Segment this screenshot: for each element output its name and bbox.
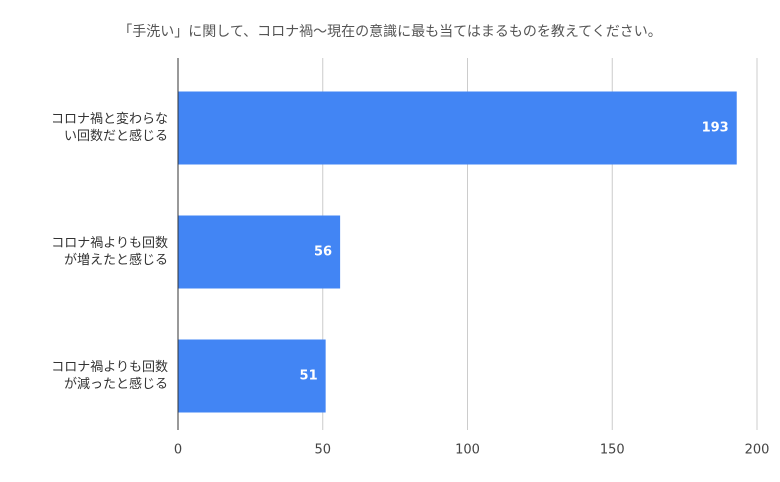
y-tick-label: コロナ禍よりも回数が減ったと感じる [51, 360, 168, 392]
chart-title: 「手洗い」に関して、コロナ禍〜現在の意識に最も当てはまるものを教えてください。 [118, 23, 661, 40]
x-tick-label: 200 [745, 443, 770, 458]
bar [178, 339, 326, 413]
x-tick-label: 50 [314, 443, 331, 458]
y-tick-label: コロナ禍よりも回数が増えたと感じる [51, 236, 168, 268]
x-tick-label: 100 [455, 443, 480, 458]
value-label: 56 [314, 245, 332, 260]
bar [178, 215, 341, 289]
bar [178, 91, 737, 165]
value-label: 51 [300, 369, 318, 384]
x-tick-label: 150 [600, 443, 625, 458]
x-tick-label: 0 [174, 443, 182, 458]
y-tick-label: コロナ禍と変わらない回数だと感じる [50, 112, 168, 144]
value-label: 193 [702, 121, 729, 136]
